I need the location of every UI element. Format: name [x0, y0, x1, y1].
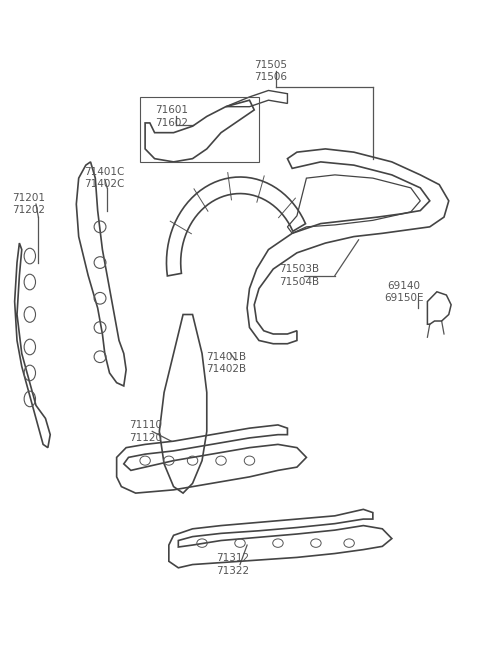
Text: 71503B
71504B: 71503B 71504B	[279, 265, 319, 287]
Text: 71201
71202: 71201 71202	[12, 193, 46, 215]
Text: 71110
71120: 71110 71120	[129, 421, 162, 443]
Text: 69140
69150E: 69140 69150E	[384, 280, 423, 303]
Text: 71312
71322: 71312 71322	[216, 553, 250, 576]
Text: 71505
71506: 71505 71506	[254, 60, 288, 82]
Text: 71401C
71402C: 71401C 71402C	[84, 167, 125, 189]
Bar	[140, 97, 259, 162]
Text: 71401B
71402B: 71401B 71402B	[206, 352, 246, 375]
Text: 71601
71602: 71601 71602	[155, 105, 188, 128]
